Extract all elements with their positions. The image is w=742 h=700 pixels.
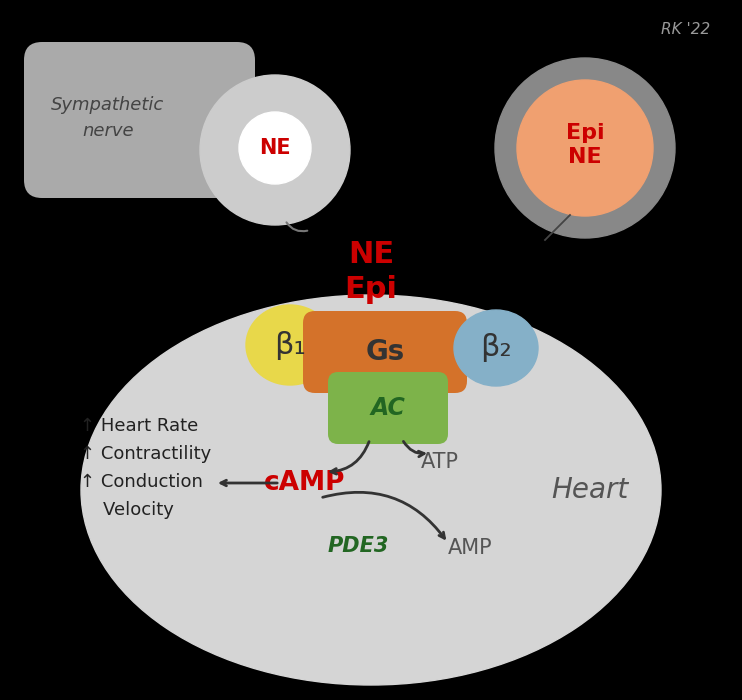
Text: AC: AC (370, 396, 405, 420)
FancyBboxPatch shape (303, 311, 467, 393)
Ellipse shape (246, 305, 334, 385)
Ellipse shape (81, 295, 661, 685)
Text: ATP: ATP (421, 452, 459, 472)
Text: β₂: β₂ (480, 333, 512, 363)
Text: NE
Epi: NE Epi (344, 240, 398, 304)
Text: NE: NE (259, 138, 291, 158)
Text: PDE3: PDE3 (327, 536, 389, 556)
Circle shape (495, 58, 675, 238)
Text: ↑ Heart Rate
↑ Contractility
↑ Conduction
    Velocity: ↑ Heart Rate ↑ Contractility ↑ Conductio… (80, 417, 211, 519)
Text: Gs: Gs (365, 338, 404, 366)
Text: Sympathetic
nerve: Sympathetic nerve (51, 97, 165, 139)
Text: Epi
NE: Epi NE (565, 122, 604, 167)
FancyBboxPatch shape (328, 372, 448, 444)
Text: cAMP: cAMP (264, 470, 346, 496)
Text: RK '22: RK '22 (660, 22, 710, 37)
FancyBboxPatch shape (24, 42, 255, 198)
Circle shape (239, 112, 311, 184)
Circle shape (200, 75, 350, 225)
Text: β₁: β₁ (274, 330, 306, 360)
Circle shape (517, 80, 653, 216)
Ellipse shape (454, 310, 538, 386)
Text: AMP: AMP (447, 538, 492, 558)
Text: Heart: Heart (551, 476, 628, 504)
